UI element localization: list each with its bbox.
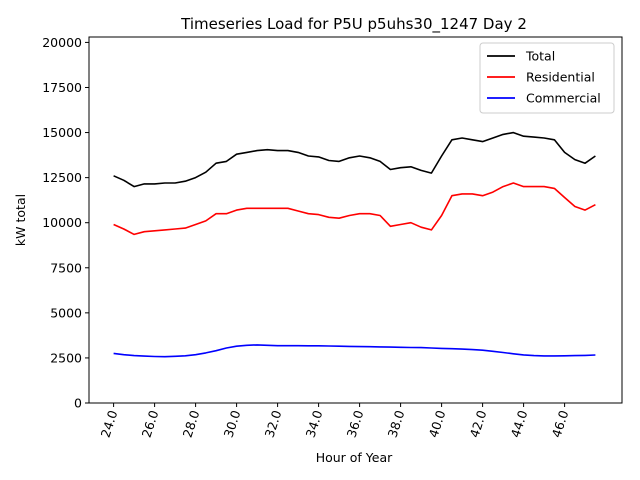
legend-label-residential: Residential <box>526 70 595 85</box>
legend-label-total: Total <box>525 49 555 64</box>
series-line-total <box>113 131 596 188</box>
y-tick-label: 7500 <box>50 260 82 275</box>
y-tick-label: 20000 <box>42 35 82 50</box>
series-line-commercial <box>113 344 596 358</box>
y-axis-label: kW total <box>13 194 28 246</box>
y-axis-ticks: 0 2500 5000 7500 10000 12500 15000 17500 20000 <box>42 35 89 411</box>
x-axis-label: Hour of Year <box>316 450 393 465</box>
y-tick-label: 15000 <box>42 125 82 140</box>
series-line-residential <box>113 182 596 236</box>
y-tick-label: 10000 <box>42 215 82 230</box>
y-tick-label: 5000 <box>50 305 82 320</box>
legend-box <box>479 42 615 114</box>
y-tick-label: 12500 <box>42 170 82 185</box>
y-tick-label: 0 <box>74 396 82 411</box>
y-tick-label: 2500 <box>50 350 82 365</box>
chart-title: Timeseries Load for P5U p5uhs30_1247 Day… <box>180 15 527 34</box>
plot-frame <box>88 36 623 404</box>
y-tick-label: 17500 <box>42 80 82 95</box>
legend: Total Residential Commercial <box>479 42 615 114</box>
legend-label-commercial: Commercial <box>526 91 601 106</box>
series-lines <box>113 131 596 358</box>
